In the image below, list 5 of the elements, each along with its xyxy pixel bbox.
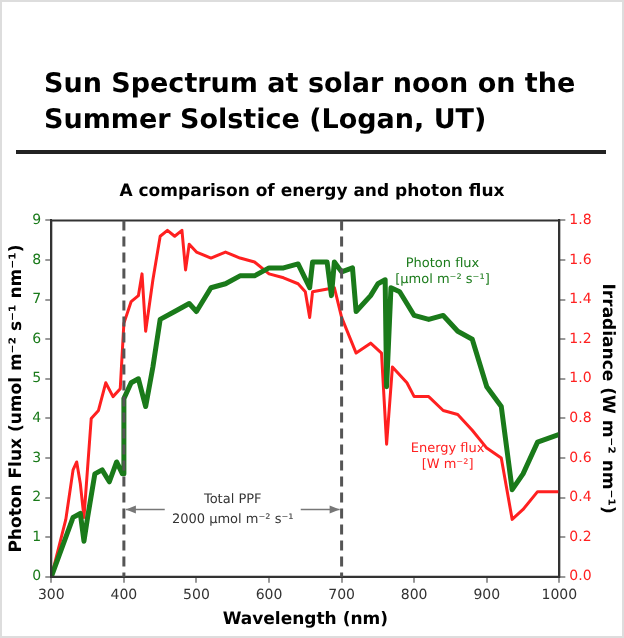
y-axis-title: Photon Flux (umol m⁻² s⁻¹ nm⁻¹): [6, 244, 27, 553]
chart-title: Sun Spectrum at solar noon on the Summer Solstice (Logan, UT): [44, 66, 578, 138]
x-axis-title: Wavelength (nm): [222, 610, 389, 631]
y2-axis-title: Irradiance (W m⁻² nm⁻¹): [597, 283, 618, 514]
chart-subtitle: A comparison of energy and photon flux: [117, 182, 507, 202]
